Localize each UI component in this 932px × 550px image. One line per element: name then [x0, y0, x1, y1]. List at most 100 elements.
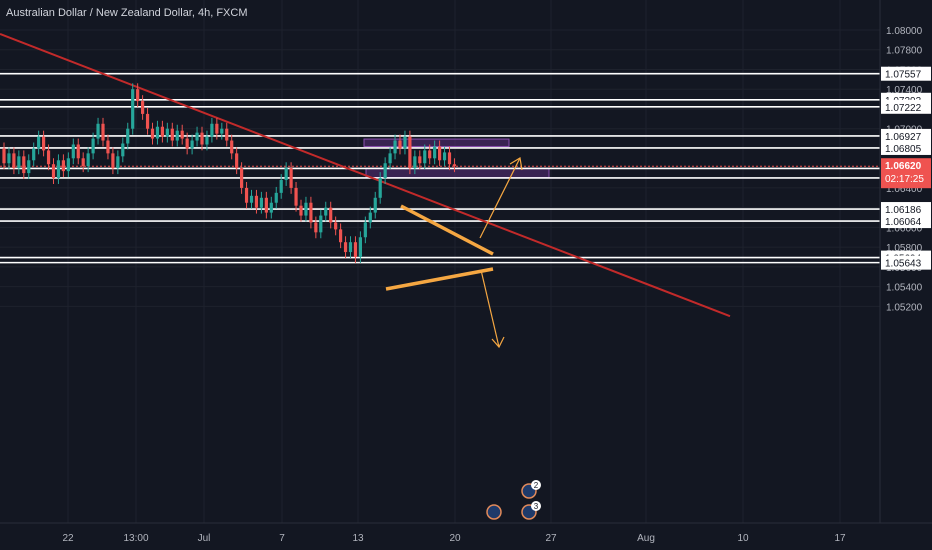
candle-body — [408, 136, 412, 169]
candle-body — [324, 207, 328, 216]
candle-body — [388, 153, 392, 164]
level-price-label: 1.06064 — [885, 217, 922, 228]
candle-body — [289, 168, 293, 188]
price-tick-label: 1.05400 — [886, 283, 923, 294]
arrowhead-down-icon — [491, 336, 505, 349]
candle-body — [66, 158, 70, 172]
candle-body — [358, 237, 362, 258]
candle-body — [141, 101, 145, 114]
candle-body — [27, 160, 31, 174]
arrowhead-up-icon — [509, 157, 523, 171]
candle-body — [373, 197, 377, 213]
economic-event-icon[interactable] — [486, 504, 502, 520]
candle-body — [86, 153, 90, 167]
level-price-tag — [881, 128, 931, 143]
candle-body — [185, 138, 189, 149]
candle-body — [195, 132, 199, 141]
candle-body — [12, 153, 16, 169]
candle-body — [442, 152, 447, 161]
candle-body — [46, 150, 51, 165]
event-count-badge — [531, 480, 541, 490]
candle-body — [343, 242, 348, 253]
candle-body — [348, 242, 353, 253]
candle-body — [240, 168, 244, 188]
candle-body — [155, 126, 160, 139]
level-price-label: 1.06186 — [885, 205, 922, 216]
candle-body — [170, 128, 174, 141]
price-tick-label: 1.05200 — [886, 302, 923, 313]
candle-body — [264, 197, 268, 213]
breakout-down-arrow — [480, 269, 500, 348]
time-tick-label: 13:00 — [123, 533, 148, 544]
candle-body — [368, 212, 372, 223]
event-count-label: 2 — [534, 481, 539, 490]
candle-body — [150, 128, 155, 139]
candle-body — [91, 138, 95, 154]
candle-body — [56, 160, 61, 179]
candle-body — [249, 195, 254, 203]
candle-body — [210, 123, 214, 137]
level-price-label: 1.07222 — [885, 103, 922, 114]
time-axis — [0, 523, 932, 550]
candle-body — [254, 195, 259, 208]
level-price-tag — [881, 99, 931, 114]
time-tick-label: 10 — [737, 533, 749, 544]
candle-body — [319, 215, 323, 233]
candle-body — [121, 143, 125, 157]
candle-body — [205, 136, 209, 145]
candle-body — [42, 136, 46, 151]
price-axis — [880, 0, 932, 550]
resistance-zone — [363, 138, 510, 147]
candle-body — [22, 156, 26, 174]
candle-body — [7, 153, 11, 164]
candle-body — [428, 150, 432, 159]
time-tick-label: 27 — [545, 533, 557, 544]
candle-body — [314, 222, 318, 233]
candle-body — [200, 132, 204, 145]
candle-body — [145, 113, 150, 129]
time-tick-label: Jul — [198, 533, 211, 544]
candle-body — [136, 89, 140, 102]
candle-body — [116, 156, 120, 169]
candle-body — [304, 202, 308, 216]
event-count-badge — [531, 501, 541, 511]
candle-body — [215, 123, 219, 134]
candle-countdown-label: 02:17:25 — [885, 174, 924, 185]
triangle-lower-line — [385, 267, 494, 291]
candle-body — [284, 168, 288, 181]
candle-body — [17, 156, 21, 169]
level-price-tag — [881, 202, 931, 217]
event-count-label: 3 — [534, 502, 539, 511]
level-price-label: 1.06927 — [885, 132, 922, 143]
time-tick-label: 20 — [449, 533, 461, 544]
triangle-upper-line — [400, 204, 494, 256]
candle-body — [309, 202, 313, 223]
candle-body — [32, 148, 36, 161]
price-tick-label: 1.06400 — [886, 184, 923, 195]
candle-body — [334, 222, 338, 230]
candle-body — [235, 153, 239, 169]
level-price-label: 1.05643 — [885, 259, 922, 270]
level-price-tag — [881, 140, 931, 155]
candle-body — [220, 128, 224, 134]
current-price-label: 1.06620 — [885, 161, 922, 172]
candle-body — [76, 144, 80, 159]
time-tick-label: 22 — [62, 533, 74, 544]
candle-body — [329, 207, 333, 223]
candle-body — [438, 146, 442, 161]
candle-body — [2, 148, 6, 164]
candle-body — [180, 130, 184, 139]
candle-body — [383, 163, 387, 179]
candle-body — [339, 229, 343, 243]
level-price-tag — [881, 214, 931, 229]
current-price-tag — [881, 158, 931, 189]
candle-body — [190, 140, 194, 149]
candle-body — [433, 146, 437, 159]
candle-body — [244, 187, 249, 203]
candle-body — [111, 153, 115, 169]
candle-body — [61, 160, 65, 172]
candle-body — [269, 202, 273, 213]
price-tick-label: 1.06000 — [886, 223, 923, 234]
candle-body — [96, 123, 100, 139]
